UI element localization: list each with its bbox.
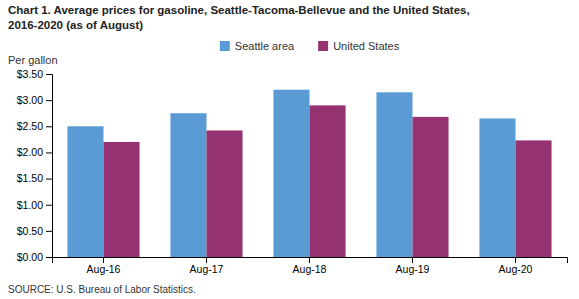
y-tick-mark: [46, 179, 52, 180]
bar: [207, 130, 243, 257]
x-axis-line: [53, 258, 568, 264]
y-tick-mark: [46, 100, 52, 101]
y-tick: $0.50: [17, 225, 52, 237]
legend-item: Seattle area: [220, 40, 295, 52]
subtitle: 2016-2020 (as of August): [8, 19, 143, 31]
y-tick: $2.50: [17, 120, 52, 132]
y-axis-line: [46, 75, 53, 258]
legend-swatch: [220, 41, 230, 51]
y-tick-label: $0.00: [17, 251, 43, 263]
y-tick-mark: [46, 257, 52, 258]
x-tick-mark: [515, 257, 516, 263]
x-tick-label: Aug-19: [396, 263, 430, 275]
chart-svg: Chart 1. Average prices for gasoline, Se…: [0, 0, 579, 299]
y-tick-label: $3.00: [17, 94, 43, 106]
bar-series: [104, 105, 552, 257]
x-tick-label: Aug-20: [499, 263, 533, 275]
y-tick-mark: [46, 126, 52, 127]
x-tick-mark: [206, 257, 207, 263]
x-tick: Aug-18: [293, 257, 327, 275]
y-tick-mark: [46, 152, 52, 153]
y-tick-label: $0.50: [17, 225, 43, 237]
y-axis-label: Per gallon: [8, 54, 58, 66]
bar: [516, 140, 552, 257]
legend-label: United States: [333, 40, 400, 52]
title: Chart 1. Average prices for gasoline, Se…: [8, 4, 470, 16]
bar: [67, 126, 103, 257]
x-tick: Aug-19: [396, 257, 430, 275]
y-tick: $1.50: [17, 172, 52, 184]
legend: Seattle area United States: [220, 40, 400, 52]
y-axis: $0.00 $0.50 $1.00 $1.50 $2.00 $2.50 $3.00 $3.50: [17, 68, 53, 263]
x-tick-mark: [412, 257, 413, 263]
y-tick-label: $3.50: [17, 68, 43, 80]
y-tick-mark: [46, 231, 52, 232]
y-tick-label: $2.00: [17, 146, 43, 158]
y-tick-label: $1.00: [17, 199, 43, 211]
legend-swatch: [318, 41, 328, 51]
y-tick: $1.00: [17, 199, 52, 211]
y-tick-mark: [46, 205, 52, 206]
x-tick-mark: [103, 257, 104, 263]
bar: [273, 90, 309, 257]
x-tick: Aug-17: [190, 257, 224, 275]
bar: [479, 118, 515, 257]
bars: [67, 90, 551, 257]
x-tick-label: Aug-16: [87, 263, 121, 275]
x-tick-label: Aug-18: [293, 263, 327, 275]
x-tick-label: Aug-17: [190, 263, 224, 275]
x-tick: Aug-20: [499, 257, 533, 275]
chart-container: Chart 1. Average prices for gasoline, Se…: [0, 0, 579, 299]
legend-item: United States: [318, 40, 400, 52]
y-tick: $0.00: [17, 251, 52, 263]
bar: [170, 113, 206, 257]
x-tick-mark: [309, 257, 310, 263]
bar: [104, 142, 140, 257]
x-axis: Aug-16 Aug-17 Aug-18 Aug-19 Aug-20: [53, 257, 568, 275]
legend-label: Seattle area: [235, 40, 295, 52]
y-tick-label: $2.50: [17, 120, 43, 132]
plot-area: $0.00 $0.50 $1.00 $1.50 $2.00 $2.50 $3.00 $3.50…: [17, 68, 568, 276]
y-tick-label: $1.50: [17, 172, 43, 184]
bar: [376, 92, 412, 257]
bar: [413, 117, 449, 257]
bar-series: [67, 90, 515, 257]
y-tick: $3.00: [17, 94, 52, 106]
y-tick-mark: [46, 74, 52, 75]
source-note: SOURCE: U.S. Bureau of Labor Statistics.: [8, 284, 196, 295]
x-tick: Aug-16: [87, 257, 121, 275]
y-tick: $2.00: [17, 146, 52, 158]
bar: [310, 105, 346, 257]
y-tick: $3.50: [17, 68, 52, 80]
